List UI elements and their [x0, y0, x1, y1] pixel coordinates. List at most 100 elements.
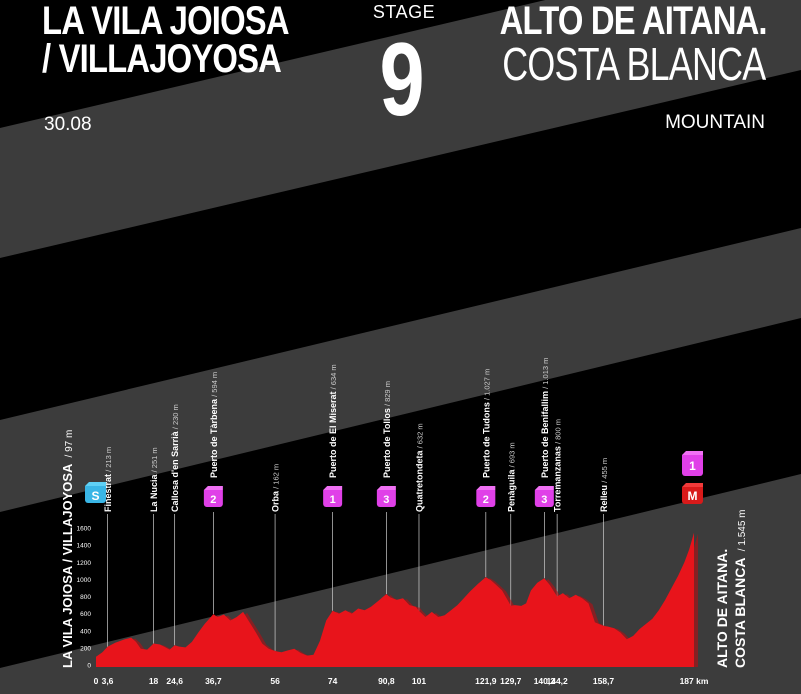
waypoint-label: Callosa d'en Sarrià / 230 m [170, 404, 180, 512]
waypoint-alt: / 693 m [507, 442, 516, 469]
waypoint-name: Torremanzanas [553, 446, 563, 512]
kom-marker-cat-2: 2 [203, 486, 223, 507]
km-label: 56 [270, 676, 280, 686]
waypoint-alt: / 634 m [329, 364, 338, 391]
finish-goal-marker: M [682, 483, 703, 504]
y-tick-label: 1600 [77, 526, 92, 533]
waypoint-labels: Finestrat / 213 m La Nucia / 251 m Callosa… [103, 358, 609, 512]
waypoint-name: Penàguila [506, 468, 516, 512]
waypoint-name: Callosa d'en Sarrià [170, 430, 180, 512]
km-label: 129,7 [500, 676, 522, 686]
start-profile-name: LA VILA JOIOSA / VILLAJOYOSA [60, 463, 75, 668]
waypoint-name: Orba [271, 490, 281, 512]
band-2 [0, 228, 801, 512]
finish-name-line-1: ALTO DE AITANA. [499, 0, 768, 43]
waypoint-label: Relleu / 455 m [599, 458, 609, 512]
climb-markers: 2 1 3 2 3 [203, 486, 554, 507]
km-label: 0 [94, 676, 99, 686]
finish-profile-label-1: ALTO DE AITANA. [714, 549, 730, 668]
waypoint-name: Relleu [599, 485, 609, 512]
kom-marker-cat-3: 3 [376, 486, 396, 507]
finish-name-line-2: COSTA BLANCA [501, 38, 766, 90]
start-marker: S [85, 482, 106, 503]
km-label: 36,7 [205, 676, 222, 686]
start-profile-label: LA VILA JOIOSA / VILLAJOYOSA / 97 m [60, 430, 75, 668]
y-tick-label: 200 [80, 645, 91, 652]
waypoint-name: Finestrat [103, 474, 113, 512]
stage-label: STAGE [372, 2, 436, 22]
finish-profile-label-2: COSTA BLANCA / 1.545 m [732, 509, 748, 668]
waypoint-label: Quatretondeta / 632 m [414, 423, 424, 512]
waypoint-label: Penàguila / 693 m [506, 442, 516, 512]
start-marker-letter: S [91, 489, 99, 503]
waypoint-alt: / 455 m [600, 458, 609, 485]
profile-area [96, 532, 694, 667]
start-profile-alt: / 97 m [64, 430, 75, 458]
waypoint-label: La Nucia / 251 m [149, 447, 159, 512]
finish-kom-marker: 1 [682, 451, 703, 476]
waypoint-label: Puerto de Tudons / 1.027 m [481, 369, 491, 478]
waypoint-alt: / 230 m [171, 404, 180, 431]
km-axis: 0 3,6 18 24,6 36,7 56 74 90,8 101 121,9 129,7 140,2… [94, 676, 709, 686]
stage-type: MOUNTAIN [665, 112, 765, 133]
kom-marker-category: 2 [483, 494, 489, 506]
waypoint-alt: / 162 m [272, 464, 281, 491]
waypoint-label: Puerto de Tollos / 829 m [382, 381, 392, 478]
start-town-line-1: LA VILA JOIOSA [42, 0, 290, 43]
waypoint-alt: / 800 m [554, 419, 563, 446]
band-1 [0, 0, 801, 258]
y-tick-label: 1000 [77, 577, 92, 584]
km-label: 90,8 [378, 676, 395, 686]
y-tick-label: 0 [87, 663, 91, 670]
waypoint-alt: / 1.013 m [541, 358, 550, 391]
waypoint-label: Puerto de El Miserat / 634 m [328, 364, 338, 478]
km-label: 74 [328, 676, 338, 686]
km-label: 140,2 [534, 676, 556, 686]
kom-marker-category: 3 [383, 494, 389, 506]
waypoint-name: Puerto de El Miserat [328, 391, 338, 478]
waypoint-label: Puerto de Benifallim / 1.013 m [540, 358, 550, 478]
finish-kom-category: 1 [689, 459, 696, 473]
waypoint-alt: / 251 m [150, 447, 159, 474]
km-label: 144,2 [546, 676, 568, 686]
waypoint-alt: / 213 m [104, 447, 113, 474]
waypoint-name: Puerto de Benifallim [540, 391, 550, 478]
start-town-line-2: / VILLAJOYOSA [42, 37, 282, 81]
finish-profile-alt: / 1.545 m [737, 509, 748, 551]
y-tick-label: 1200 [77, 560, 92, 567]
km-label: 101 [412, 676, 426, 686]
kom-marker-cat-2: 2 [476, 486, 496, 507]
waypoint-name: Puerto de Tudons [481, 402, 491, 478]
waypoint-leader-lines [107, 512, 604, 652]
waypoint-label: Puerto de Tàrbena / 594 m [209, 372, 219, 478]
altitude-axis: 1600 1400 1200 1000 800 600 400 200 0 [77, 526, 92, 670]
waypoint-name: Puerto de Tollos [382, 408, 392, 478]
kom-marker-cat-3: 3 [534, 486, 554, 507]
stage-number: 9 [379, 22, 425, 138]
waypoint-name: La Nucia [149, 473, 159, 512]
waypoint-alt: / 1.027 m [482, 369, 491, 402]
start-town-name: LA VILA JOIOSA / VILLAJOYOSA [42, 0, 290, 81]
kom-marker-cat-1: 1 [323, 486, 343, 507]
waypoint-alt: / 632 m [415, 423, 424, 450]
waypoint-alt: / 829 m [383, 381, 392, 408]
waypoint-label: Orba / 162 m [271, 464, 281, 512]
kom-marker-category: 1 [330, 494, 336, 506]
km-label: 24,6 [166, 676, 183, 686]
waypoint-name: Puerto de Tàrbena [209, 398, 219, 478]
y-tick-label: 400 [80, 628, 91, 635]
kom-marker-category: 3 [541, 494, 547, 506]
y-tick-label: 800 [80, 594, 91, 601]
finish-goal-letter: M [688, 489, 698, 503]
waypoint-name: Quatretondeta [414, 449, 424, 512]
waypoint-label: Finestrat / 213 m [103, 447, 113, 512]
kom-marker-category: 2 [210, 494, 216, 506]
km-label: 158,7 [593, 676, 615, 686]
stage-date: 30.08 [44, 114, 92, 135]
y-tick-label: 600 [80, 611, 91, 618]
waypoint-alt: / 594 m [210, 372, 219, 399]
km-label: 187 km [680, 676, 709, 686]
waypoint-label: Torremanzanas / 800 m [553, 419, 563, 512]
km-label: 121,9 [475, 676, 497, 686]
